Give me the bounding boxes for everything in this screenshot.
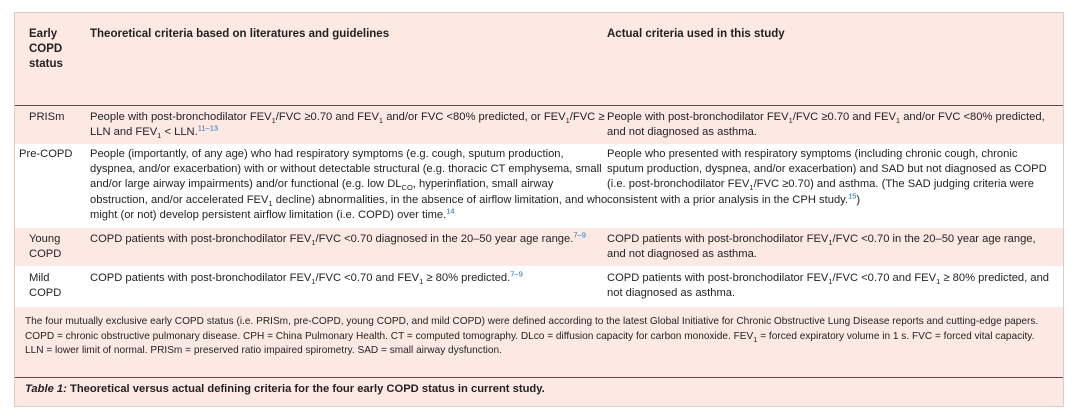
table-caption: Table 1: Theoretical versus actual defin…	[25, 383, 545, 395]
status-line: COPD	[29, 287, 62, 300]
actual-criteria-young-copd: COPD patients with post-bronchodilator F…	[607, 233, 1036, 261]
actual-criteria-mild-copd: COPD patients with post-bronchodilator F…	[607, 272, 1050, 300]
status-line: COPD	[29, 248, 62, 261]
theoretical-criteria-prism: People with post-bronchodilator FEV1/FVC…	[90, 111, 605, 141]
status-mild-copd: Mild COPD	[29, 271, 61, 301]
header-status-line: Early	[29, 28, 58, 40]
table-row: Pre-COPD People (importantly, of any age…	[15, 145, 1063, 228]
header-status-line: COPD	[29, 43, 63, 55]
actual-criteria-pre-copd: People who presented with respiratory sy…	[607, 148, 1047, 206]
caption-divider	[15, 377, 1063, 378]
table-row: PRISm People with post-bronchodilator FE…	[15, 106, 1063, 145]
table-row: Mild COPD COPD patients with post-bronch…	[15, 267, 1063, 307]
theoretical-criteria-pre-copd: People (importantly, of any age) who had…	[90, 148, 608, 221]
header-status-line: status	[29, 58, 63, 70]
header-actual-criteria: Actual criteria used in this study	[607, 28, 785, 40]
status-line: Young	[29, 233, 61, 245]
status-young-copd: Young COPD	[29, 232, 61, 262]
caption-label: Table 1:	[25, 383, 67, 395]
table-footnote: The four mutually exclusive early COPD s…	[25, 316, 1039, 357]
status-line: Mild	[29, 272, 50, 284]
theoretical-criteria-mild-copd: COPD patients with post-bronchodilator F…	[90, 269, 523, 287]
header-theoretical-criteria: Theoretical criteria based on literature…	[90, 28, 390, 40]
table-row: Young COPD COPD patients with post-bronc…	[15, 228, 1063, 267]
reference-link[interactable]: 11–13	[197, 123, 219, 133]
theoretical-criteria-young-copd: COPD patients with post-bronchodilator F…	[90, 230, 586, 248]
reference-link[interactable]: 7–9	[510, 269, 523, 279]
reference-link[interactable]: 15	[848, 190, 857, 200]
table-panel: Early COPD status Theoretical criteria b…	[14, 12, 1064, 407]
reference-link[interactable]: 7–9	[573, 230, 586, 240]
actual-criteria-prism: People with post-bronchodilator FEV1/FVC…	[607, 111, 1045, 139]
caption-text: Theoretical versus actual defining crite…	[69, 383, 545, 395]
table-header: Early COPD status Theoretical criteria b…	[15, 13, 1063, 106]
status-prism: PRISm	[29, 111, 65, 123]
reference-link[interactable]: 14	[446, 206, 455, 216]
header-early-copd-status: Early COPD status	[29, 27, 63, 72]
status-pre-copd: Pre-COPD	[19, 148, 73, 160]
